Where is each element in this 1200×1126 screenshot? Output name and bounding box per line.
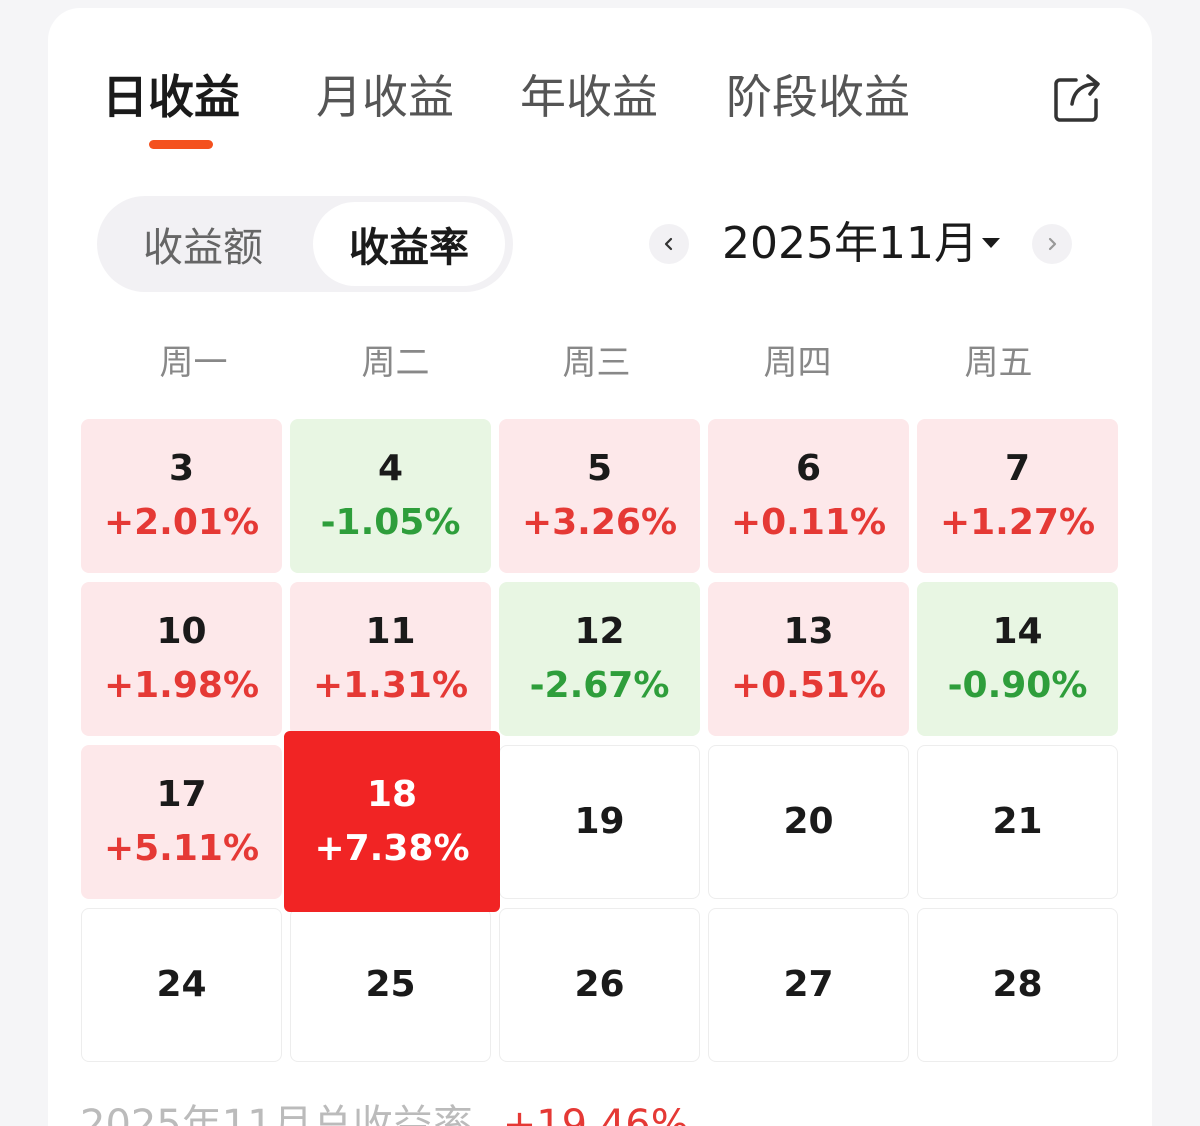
day-return-rate: +1.31% (312, 665, 469, 706)
tab-period[interactable]: 阶段收益 (726, 70, 910, 124)
calendar-day-cell[interactable]: 6 +0.11% (708, 419, 909, 573)
chevron-left-icon (664, 237, 673, 251)
day-number: 24 (156, 964, 207, 1005)
tab-monthly[interactable]: 月收益 (316, 70, 454, 124)
calendar-day-cell[interactable]: 26 (499, 908, 700, 1062)
month-total-summary: 2025年11月总收益率 +19.46% (80, 1100, 689, 1126)
day-return-rate: +0.51% (730, 665, 887, 706)
day-return-rate: -0.90% (947, 665, 1088, 706)
day-return-rate: -1.05% (320, 502, 461, 543)
weekday-tue: 周二 (361, 343, 430, 383)
active-tab-indicator (149, 140, 213, 149)
calendar-day-cell[interactable]: 28 (917, 908, 1118, 1062)
day-number: 14 (992, 611, 1043, 652)
day-number: 18 (366, 773, 418, 815)
share-icon[interactable] (1050, 70, 1106, 126)
weekday-mon: 周一 (159, 343, 228, 383)
day-number: 12 (574, 611, 625, 652)
day-number: 27 (783, 964, 834, 1005)
prev-month-button[interactable] (649, 224, 689, 264)
toggle-amount[interactable]: 收益额 (143, 225, 263, 271)
calendar-day-cell[interactable]: 3 +2.01% (81, 419, 282, 573)
calendar-day-cell[interactable]: 4 -1.05% (290, 419, 491, 573)
day-number: 25 (365, 964, 416, 1005)
calendar-day-cell[interactable]: 11 +1.31% (290, 582, 491, 736)
tab-daily[interactable]: 日收益 (102, 70, 240, 124)
next-month-button[interactable] (1032, 224, 1072, 264)
day-number: 21 (992, 801, 1043, 842)
caret-down-icon[interactable] (980, 236, 1002, 250)
day-number: 28 (992, 964, 1043, 1005)
day-number: 20 (783, 801, 834, 842)
day-return-rate: +5.11% (103, 828, 260, 869)
calendar-day-cell[interactable]: 21 (917, 745, 1118, 899)
weekday-thu: 周四 (763, 343, 832, 383)
day-number: 13 (783, 611, 834, 652)
day-return-rate: +3.26% (521, 502, 678, 543)
day-return-rate: +0.11% (730, 502, 887, 543)
calendar-day-cell[interactable]: 13 +0.51% (708, 582, 909, 736)
day-number: 10 (156, 611, 207, 652)
day-number: 26 (574, 964, 625, 1005)
calendar-day-cell[interactable]: 20 (708, 745, 909, 899)
day-return-rate: +1.27% (939, 502, 1096, 543)
calendar-day-cell[interactable]: 7 +1.27% (917, 419, 1118, 573)
calendar-day-cell[interactable]: 19 (499, 745, 700, 899)
summary-label: 2025年11月总收益率 (80, 1102, 473, 1126)
day-number: 5 (586, 448, 613, 489)
day-number: 19 (574, 801, 625, 842)
day-return-rate: +7.38% (314, 827, 470, 869)
weekday-fri: 周五 (964, 343, 1033, 383)
day-number: 7 (1004, 448, 1031, 489)
calendar-day-cell[interactable]: 12 -2.67% (499, 582, 700, 736)
tab-yearly[interactable]: 年收益 (520, 70, 658, 124)
calendar-day-cell[interactable]: 10 +1.98% (81, 582, 282, 736)
calendar-day-cell[interactable]: 27 (708, 908, 909, 1062)
day-return-rate: +1.98% (103, 665, 260, 706)
day-number: 17 (156, 774, 207, 815)
day-number: 3 (168, 448, 195, 489)
day-number: 4 (377, 448, 404, 489)
calendar-day-cell[interactable]: 18 +7.38% (284, 731, 500, 912)
calendar-day-cell[interactable]: 25 (290, 908, 491, 1062)
day-return-rate: +2.01% (103, 502, 260, 543)
calendar-day-cell[interactable]: 14 -0.90% (917, 582, 1118, 736)
day-return-rate: -2.67% (529, 665, 670, 706)
month-label[interactable]: 2025年11月 (722, 218, 978, 269)
calendar-day-cell[interactable]: 24 (81, 908, 282, 1062)
summary-value: +19.46% (502, 1102, 689, 1126)
day-number: 6 (795, 448, 822, 489)
calendar-day-cell[interactable]: 17 +5.11% (81, 745, 282, 899)
day-number: 11 (365, 611, 416, 652)
metric-toggle: 收益额 收益率 (97, 196, 513, 292)
calendar-day-cell[interactable]: 5 +3.26% (499, 419, 700, 573)
toggle-rate[interactable]: 收益率 (313, 202, 505, 286)
chevron-right-icon (1048, 237, 1057, 251)
weekday-wed: 周三 (562, 343, 631, 383)
